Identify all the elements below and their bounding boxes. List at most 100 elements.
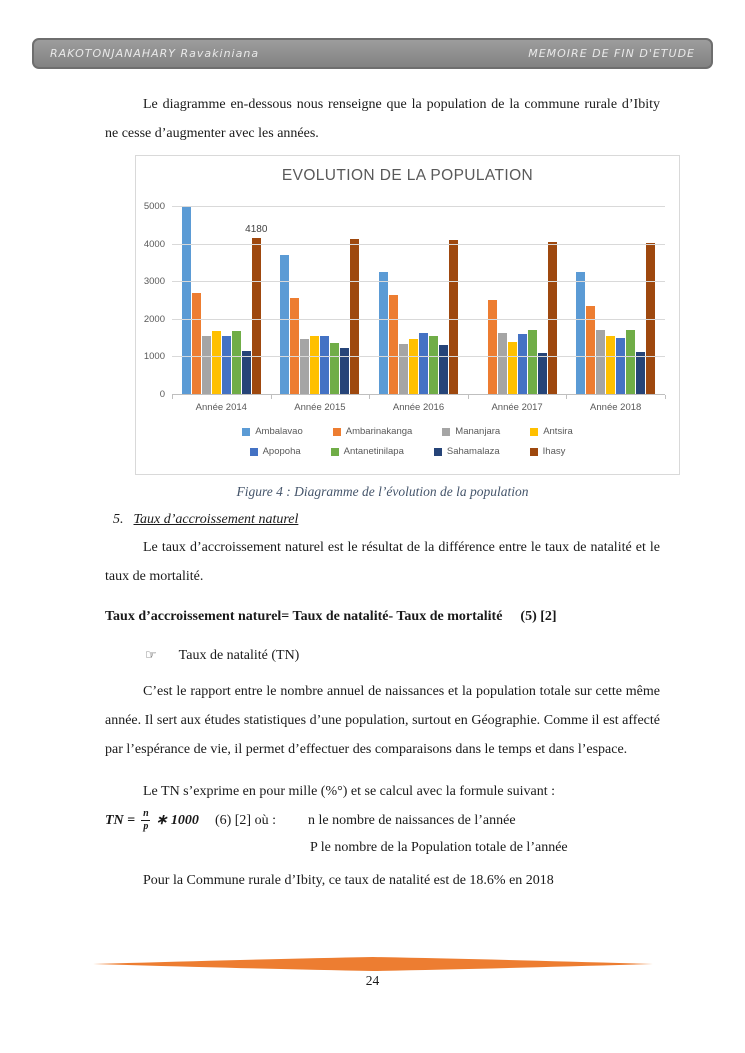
bar-mananjara-2017 [497, 333, 507, 395]
legend-swatch-icon [529, 447, 538, 456]
formula-where-p: P le nombre de la Population totale de l… [310, 840, 568, 855]
bar-data-label: 4180 [245, 224, 268, 235]
y-tick-label: 5000 [143, 201, 165, 212]
section-heading: 5. Taux d’accroissement naturel [113, 512, 660, 528]
formula-6-ref: (6) [2] où : [214, 812, 276, 828]
page-footer: 24 [0, 956, 745, 989]
bar-mananjara-2016 [398, 344, 408, 395]
bar-ambalavao-2014 [181, 207, 191, 395]
gridline [172, 394, 665, 395]
fraction-denominator: p [141, 819, 151, 832]
gridline [172, 281, 665, 283]
legend-swatch-icon [530, 427, 539, 436]
page-header-bar: RAKOTONJANAHARY Ravakiniana MEMOIRE DE F… [32, 38, 713, 69]
bar-apopoha-2017 [517, 334, 527, 395]
formula-5-line: Taux d’accroissement naturel= Taux de na… [105, 602, 660, 631]
section-number: 5. [113, 512, 124, 527]
bar-apopoha-2015 [320, 336, 330, 395]
bar-group-2014: 4180 [172, 207, 271, 395]
y-tick-label: 4000 [143, 238, 165, 250]
bar-ambarinakanga-2017 [487, 300, 497, 395]
formula-5-ref: (5) [2] [520, 609, 557, 624]
x-axis-tick [369, 395, 371, 399]
bar-ihasy-2017 [547, 242, 557, 395]
bar-ambarinakanga-2014 [191, 293, 201, 395]
chart-plot-row: 0 1000 2000 3000 4000 5000 4180 [136, 201, 679, 400]
page-number: 24 [365, 973, 380, 988]
bar-sahamalaza-2018 [636, 352, 646, 395]
x-axis-tick [665, 395, 666, 399]
legend-swatch-icon [433, 447, 442, 456]
legend-label: Ambalavao [255, 426, 303, 437]
bar-ambalavao-2015 [280, 255, 290, 395]
x-axis-tick [172, 395, 173, 399]
chart-title: EVOLUTION DE LA POPULATION [281, 167, 534, 184]
bar-sahamalaza-2016 [438, 345, 448, 395]
bar-antanetinilapa-2014 [231, 331, 241, 395]
x-axis-tick [467, 395, 469, 399]
x-tick-label: Année 2017 [491, 402, 543, 413]
formula-rest: ∗ 1000 [155, 813, 199, 828]
bar-group-2015 [271, 207, 370, 395]
bullet-line-tn: ☞ Taux de natalité (TN) [145, 644, 745, 668]
bar-apopoha-2016 [418, 333, 428, 395]
bar-sahamalaza-2017 [537, 353, 547, 395]
paragraph-accroissement: Le taux d’accroissement naturel est le r… [105, 540, 660, 584]
legend-label: Ambarinakanga [345, 426, 413, 437]
bar-antsira-2014 [211, 331, 221, 395]
bar-antsira-2018 [606, 336, 616, 395]
legend-item-sahamalaza: Sahamalaza [433, 446, 500, 457]
x-tick-label: Année 2015 [294, 402, 346, 413]
legend-item-antanetinilapa: Antanetinilapa [330, 446, 404, 457]
bar-antsira-2017 [507, 342, 517, 395]
legend-swatch-icon [249, 447, 258, 456]
bar-group-2016 [369, 207, 468, 395]
legend-label: Sahamalaza [446, 446, 500, 457]
legend-label: Antanetinilapa [343, 446, 404, 457]
bar-apopoha-2014 [221, 336, 231, 395]
intro-paragraph: Le diagramme en-dessous nous renseigne q… [105, 97, 660, 141]
header-doc-type: MEMOIRE DE FIN D'ETUDE [528, 47, 695, 60]
chart-legend: Ambalavao Ambarinakanga Mananjara Antsira Ap… [136, 426, 679, 457]
gridline [172, 206, 665, 207]
bar-apopoha-2018 [616, 338, 626, 395]
x-axis-tick [566, 395, 568, 399]
legend-label: Antsira [543, 426, 573, 437]
bar-antanetinilapa-2018 [626, 330, 636, 395]
gridline [172, 356, 665, 358]
bar-antanetinilapa-2015 [330, 343, 340, 395]
tn-formula-line: TN = n p ∗ 1000 (6) [2] où : n le nombre… [105, 808, 660, 832]
y-tick-label: 0 [159, 389, 165, 400]
bar-mananjara-2015 [300, 339, 310, 395]
y-tick-label: 1000 [143, 351, 165, 363]
x-tick-label: Année 2016 [392, 402, 445, 413]
y-tick-label: 3000 [143, 276, 165, 288]
bar-ambarinakanga-2016 [388, 295, 398, 395]
gridline [172, 243, 665, 245]
bar-ambalavao-2016 [378, 272, 388, 395]
paragraph-conclusion: Pour la Commune rurale d’Ibity, ce taux … [143, 873, 554, 888]
bar-sahamalaza-2014 [241, 351, 251, 395]
plot-area: 4180 [172, 206, 666, 399]
x-tick-label: Année 2014 [195, 402, 247, 413]
bar-ambarinakanga-2015 [290, 298, 300, 395]
legend-item-ambalavao: Ambalavao [242, 426, 303, 437]
legend-label: Mananjara [455, 426, 501, 437]
formula-where-n: n le nombre de naissances de l’année [307, 812, 516, 828]
section-title: Taux d’accroissement naturel [133, 512, 299, 527]
y-axis: 0 1000 2000 3000 4000 5000 [136, 201, 172, 400]
bar-mananjara-2018 [596, 330, 606, 395]
fraction-numerator: n [143, 808, 149, 819]
y-tick-label: 2000 [143, 313, 165, 325]
legend-row: Apopoha Antanetinilapa Sahamalaza Ihasy [136, 446, 679, 457]
legend-swatch-icon [442, 427, 451, 436]
header-author: RAKOTONJANAHARY Ravakiniana [50, 47, 260, 60]
legend-item-ambarinakanga: Ambarinakanga [332, 426, 413, 437]
bar-ihasy-2015 [350, 239, 360, 395]
bar-ihasy-2014: 4180 [245, 224, 267, 395]
bar-antanetinilapa-2017 [527, 330, 537, 395]
footer-ornament-icon [92, 957, 653, 971]
bullet-text: Taux de natalité (TN) [178, 648, 300, 663]
legend-swatch-icon [330, 447, 339, 456]
formula-fraction: n p [141, 808, 151, 832]
